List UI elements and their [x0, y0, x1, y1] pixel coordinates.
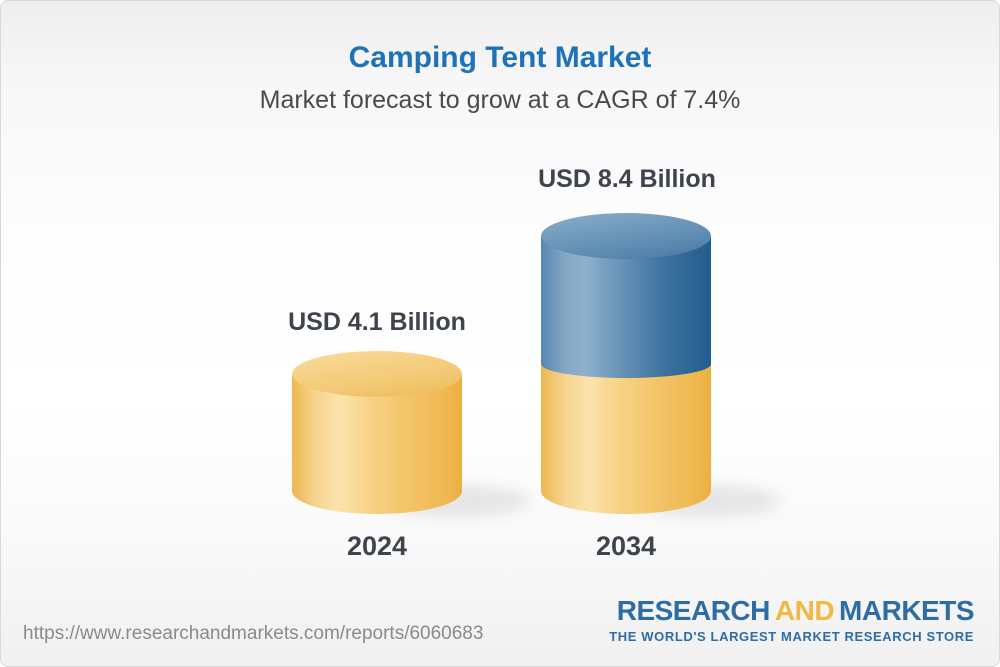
bar-2034-growth [541, 213, 711, 378]
logo-word-and: AND [774, 595, 835, 626]
value-label-2034: USD 8.4 Billion [538, 165, 716, 193]
bar-2034-base [541, 364, 711, 514]
category-label-2024: 2024 [346, 531, 408, 561]
report-url-link[interactable]: https://www.researchandmarkets.com/repor… [23, 623, 484, 644]
logo-word-research: RESEARCH [616, 595, 771, 626]
page-title: Camping Tent Market [348, 41, 652, 74]
page-subtitle: Market forecast to grow at a CAGR of 7.4… [259, 86, 741, 114]
logo-tagline: THE WORLD'S LARGEST MARKET RESEARCH STOR… [609, 629, 974, 644]
research-and-markets-logo: RESEARCH AND MARKETS THE WORLD'S LARGEST M… [609, 595, 974, 644]
bar-2024 [292, 351, 462, 514]
logo-wordmark: RESEARCH AND MARKETS [609, 595, 975, 627]
category-label-2034: 2034 [595, 531, 657, 561]
value-label-2024: USD 4.1 Billion [288, 308, 466, 336]
logo-word-markets: MARKETS [839, 595, 974, 626]
